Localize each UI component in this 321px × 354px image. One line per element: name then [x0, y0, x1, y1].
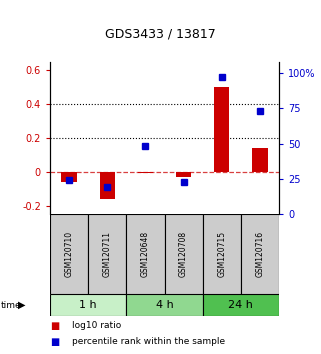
- Text: GSM120716: GSM120716: [256, 231, 265, 277]
- Text: ▶: ▶: [18, 300, 26, 310]
- Text: GSM120648: GSM120648: [141, 231, 150, 277]
- Bar: [126, 214, 164, 294]
- Text: 24 h: 24 h: [229, 300, 253, 310]
- Text: GSM120708: GSM120708: [179, 231, 188, 277]
- Bar: [138, 172, 153, 173]
- Text: 1 h: 1 h: [79, 300, 97, 310]
- Text: log10 ratio: log10 ratio: [73, 321, 122, 330]
- Bar: [50, 214, 88, 294]
- Bar: [164, 214, 203, 294]
- Text: time: time: [1, 301, 22, 309]
- Bar: [203, 294, 279, 316]
- Bar: [100, 172, 115, 199]
- Bar: [50, 294, 126, 316]
- Bar: [61, 172, 77, 182]
- Bar: [176, 172, 191, 177]
- Bar: [241, 214, 279, 294]
- Text: GDS3433 / 13817: GDS3433 / 13817: [105, 28, 216, 41]
- Text: GSM120715: GSM120715: [217, 231, 226, 277]
- Text: 4 h: 4 h: [156, 300, 173, 310]
- Bar: [88, 214, 126, 294]
- Text: ■: ■: [50, 337, 59, 347]
- Text: percentile rank within the sample: percentile rank within the sample: [73, 337, 226, 346]
- Text: ■: ■: [50, 321, 59, 331]
- Text: GSM120710: GSM120710: [65, 231, 74, 277]
- Bar: [252, 148, 267, 172]
- Bar: [126, 294, 203, 316]
- Text: GSM120711: GSM120711: [103, 231, 112, 277]
- Bar: [203, 214, 241, 294]
- Bar: [214, 87, 230, 172]
